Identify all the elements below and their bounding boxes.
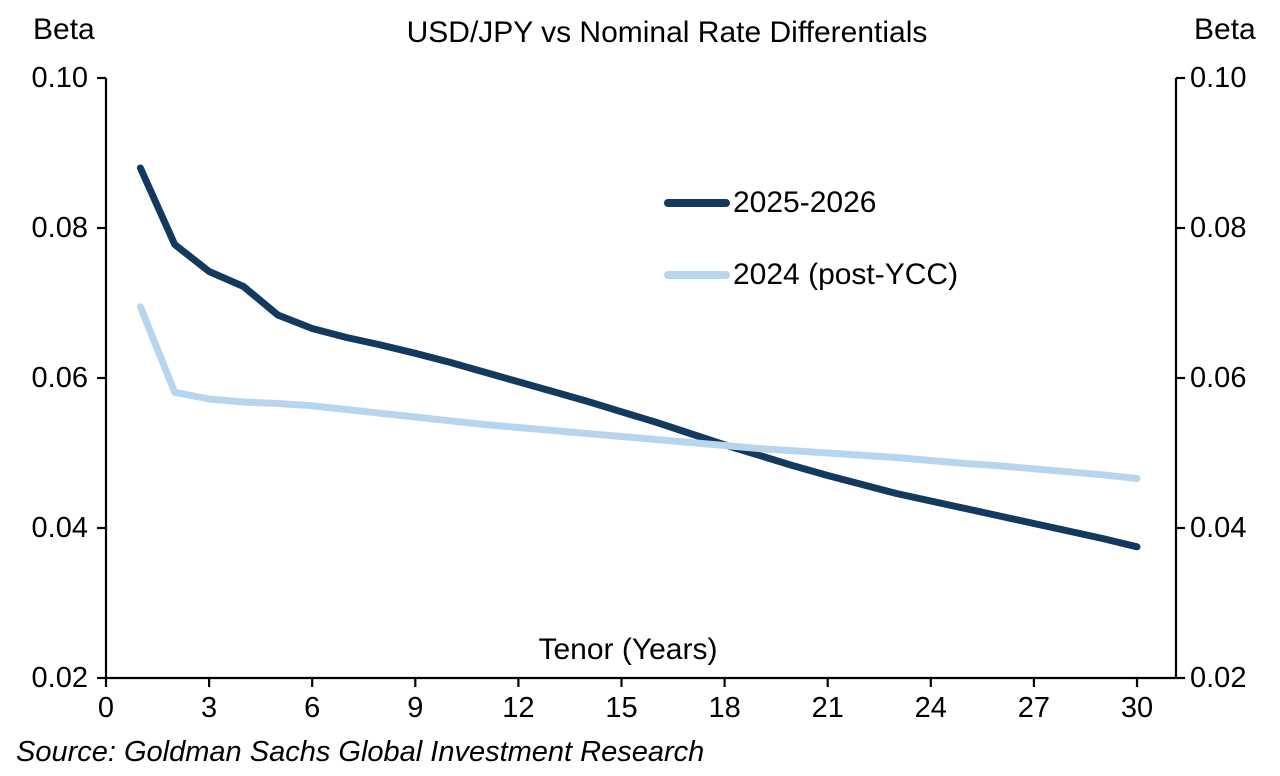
legend-swatch-light-line bbox=[664, 271, 730, 279]
series-line-2025-2026 bbox=[136, 164, 1141, 551]
source-attribution: Source: Goldman Sachs Global Investment … bbox=[16, 736, 705, 768]
axes bbox=[97, 76, 1185, 687]
legend-swatch-dark-line bbox=[664, 199, 730, 207]
legend-entry-2024-post-ycc: 2024 (post-YCC) bbox=[664, 258, 958, 292]
legend-label-2025-2026: 2025-2026 bbox=[733, 186, 877, 219]
x-axis-title: Tenor (Years) bbox=[538, 633, 718, 666]
y-axis-title-left: Beta bbox=[33, 13, 95, 46]
legend-label-2024-post-ycc: 2024 (post-YCC) bbox=[733, 258, 959, 291]
chart-title: USD/JPY vs Nominal Rate Differentials bbox=[406, 16, 928, 49]
legend-entry-2025-2026: 2025-2026 bbox=[664, 186, 876, 220]
series-line-2024-post-ycc bbox=[136, 303, 1141, 482]
y-axis-title-right: Beta bbox=[1194, 13, 1256, 46]
